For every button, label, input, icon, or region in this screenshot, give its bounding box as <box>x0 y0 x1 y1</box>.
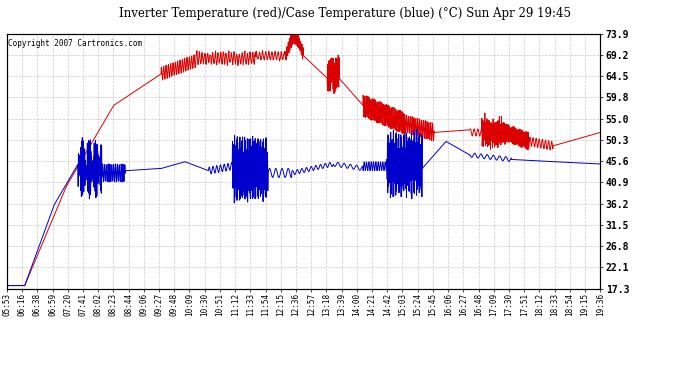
Text: Inverter Temperature (red)/Case Temperature (blue) (°C) Sun Apr 29 19:45: Inverter Temperature (red)/Case Temperat… <box>119 8 571 21</box>
Text: Copyright 2007 Cartronics.com: Copyright 2007 Cartronics.com <box>8 39 142 48</box>
